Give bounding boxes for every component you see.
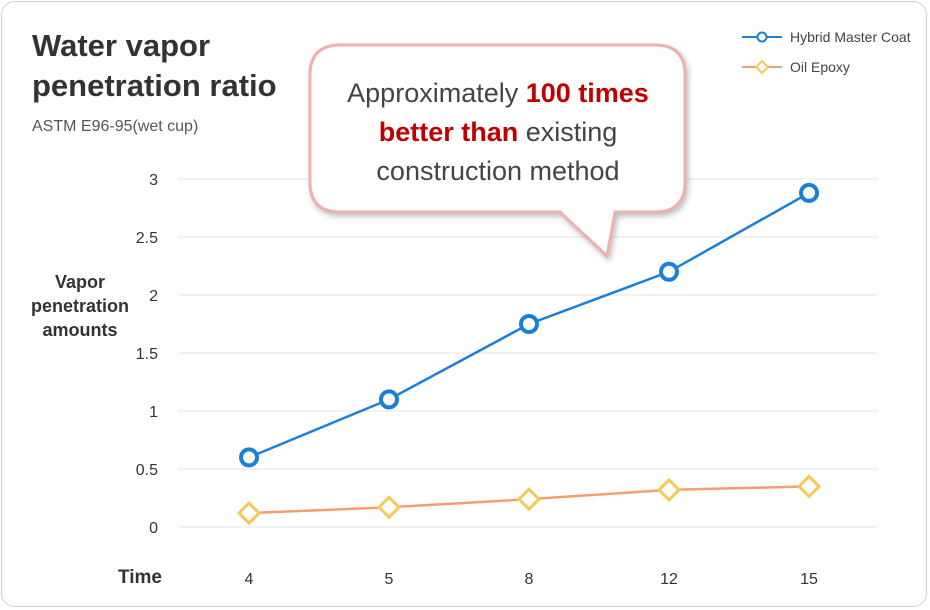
legend-item-hybrid: Hybrid Master Coat (742, 22, 911, 52)
series-1-point-1 (376, 495, 402, 520)
y-tick-label-6: 3 (149, 172, 158, 189)
x-tick-label-1: 5 (385, 571, 394, 588)
y-tick-labels: 0 0.5 1 1.5 2 2.5 3 (136, 172, 158, 537)
y-tick-label-4: 2 (149, 288, 158, 305)
series-1-point-2 (516, 487, 542, 512)
series-group (236, 182, 822, 526)
x-tick-labels: 4 5 8 12 15 (245, 571, 818, 588)
y-tick-label-1: 0.5 (136, 462, 158, 479)
callout-text: Approximately 100 times better than exis… (320, 74, 676, 191)
legend-swatch-hybrid (742, 31, 782, 43)
x-axis-label: Time (118, 567, 163, 588)
x-tick-label-2: 8 (525, 571, 534, 588)
y-tick-label-2: 1 (149, 404, 158, 421)
callout-prefix: Approximately (347, 78, 526, 108)
series-0-point-0 (239, 447, 259, 468)
legend: Hybrid Master Coat Oil Epoxy (742, 22, 911, 82)
series-0-point-2 (519, 314, 539, 334)
y-axis-label: Vapor penetration amounts (30, 272, 129, 340)
legend-swatch-epoxy (742, 60, 782, 74)
y-tick-label-0: 0 (149, 520, 158, 537)
series-1-point-3 (656, 477, 682, 503)
legend-label-hybrid: Hybrid Master Coat (790, 29, 911, 45)
callout-suffix: existing construction method (376, 117, 620, 186)
y-tick-label-3: 1.5 (136, 346, 158, 363)
series-1-point-4 (796, 474, 822, 499)
callout-bubble (308, 43, 687, 259)
series-0-point-4 (799, 182, 819, 203)
x-tick-label-0: 4 (245, 571, 254, 588)
legend-label-epoxy: Oil Epoxy (790, 59, 850, 75)
y-tick-label-5: 2.5 (136, 230, 158, 247)
series-0-point-3 (659, 261, 679, 282)
callout-highlight: 100 times better than (378, 78, 649, 147)
chart-title: Water vapor penetration ratio (32, 28, 277, 103)
legend-item-epoxy: Oil Epoxy (742, 52, 911, 82)
grid-lines (178, 178, 878, 528)
series-1-point-0 (236, 500, 262, 526)
series-0-point-1 (379, 389, 399, 410)
x-tick-label-4: 15 (800, 571, 818, 588)
x-tick-label-3: 12 (660, 571, 678, 588)
chart-subtitle: ASTM E96-95(wet cup) (32, 118, 199, 135)
